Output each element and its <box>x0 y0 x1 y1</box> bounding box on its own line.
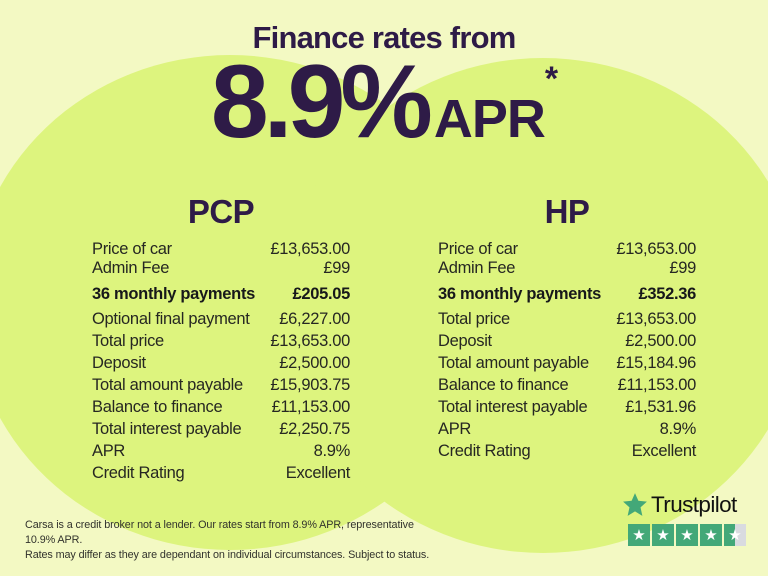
trustpilot-wordmark: Trustpilot <box>651 492 737 517</box>
row-value: £11,153.00 <box>271 398 351 416</box>
finance-row: Total price £13,653.00 <box>438 310 696 328</box>
finance-row: Balance to finance £11,153.00 <box>92 398 350 416</box>
apr-label: APR <box>433 89 546 149</box>
finance-row: Balance to finance £11,153.00 <box>438 376 696 394</box>
headline-rate: 8.9% APR* <box>0 48 768 156</box>
row-value: £11,153.00 <box>617 376 697 394</box>
page-title: Finance rates from <box>252 20 517 55</box>
finance-row: Total interest payable £1,531.96 <box>438 398 696 416</box>
rating-star-icon: ★ <box>700 524 722 546</box>
finance-row: APR 8.9% <box>92 442 350 460</box>
row-value: £1,531.96 <box>625 398 696 416</box>
row-label: Total amount payable <box>438 354 589 372</box>
finance-row: APR 8.9% <box>438 420 696 438</box>
rate-suffix: APR* <box>433 60 558 150</box>
row-value: £6,227.00 <box>279 310 350 328</box>
background-blob-right <box>283 58 768 553</box>
row-label: APR <box>92 442 126 460</box>
row-value: Excellent <box>631 442 697 460</box>
finance-row: Credit Rating Excellent <box>438 442 696 460</box>
row-value: £13,653.00 <box>270 332 350 350</box>
asterisk: * <box>544 60 558 98</box>
finance-row: Total amount payable £15,184.96 <box>438 354 696 372</box>
finance-column-hp: HP Price of car £13,653.00 Admin Fee £99 36 … <box>438 193 696 461</box>
trustpilot-star-icon <box>623 493 647 516</box>
row-label: Credit Rating <box>438 442 531 460</box>
finance-row: Deposit £2,500.00 <box>92 354 350 372</box>
finance-row: Admin Fee £99 <box>92 259 350 277</box>
finance-row: Total interest payable £2,250.75 <box>92 420 350 438</box>
row-value: £205.05 <box>292 285 350 303</box>
row-value: £352.36 <box>638 285 696 303</box>
row-label: 36 monthly payments <box>92 285 256 303</box>
star-glyph: ★ <box>656 526 670 544</box>
row-value: £13,653.00 <box>616 310 696 328</box>
star-glyph: ★ <box>680 526 694 544</box>
row-label: Total interest payable <box>438 398 588 416</box>
finance-row: Deposit £2,500.00 <box>438 332 696 350</box>
row-label: Balance to finance <box>438 376 569 394</box>
row-label: Total price <box>92 332 164 350</box>
finance-row: Admin Fee £99 <box>438 259 696 277</box>
row-value: £15,184.96 <box>616 354 696 372</box>
finance-row: 36 monthly payments £352.36 <box>438 285 696 303</box>
finance-row: Total amount payable £15,903.75 <box>92 376 350 394</box>
row-label: Credit Rating <box>92 464 185 482</box>
finance-table-pcp: Price of car £13,653.00 Admin Fee £99 36 mon… <box>92 240 350 482</box>
row-label: Admin Fee <box>92 259 170 277</box>
row-value: £13,653.00 <box>616 240 696 258</box>
row-label: Total amount payable <box>92 376 243 394</box>
rating-star-icon: ★ <box>652 524 674 546</box>
rating-star-icon: ★ <box>676 524 698 546</box>
row-label: Price of car <box>92 240 172 258</box>
row-value: £15,903.75 <box>270 376 350 394</box>
finance-row: Total price £13,653.00 <box>92 332 350 350</box>
row-value: £13,653.00 <box>270 240 350 258</box>
star-glyph: ★ <box>704 526 718 544</box>
legal-disclaimer: Carsa is a credit broker not a lender. O… <box>25 518 433 563</box>
row-label: Deposit <box>438 332 492 350</box>
row-label: APR <box>438 420 472 438</box>
disclaimer-line-2: Rates may differ as they are dependant o… <box>25 549 430 561</box>
star-glyph: ★ <box>728 526 742 544</box>
row-label: Total interest payable <box>92 420 242 438</box>
row-label: Balance to finance <box>92 398 223 416</box>
row-value: £2,500.00 <box>279 354 350 372</box>
finance-row: 36 monthly payments £205.05 <box>92 285 350 303</box>
finance-table-hp: Price of car £13,653.00 Admin Fee £99 36 mon… <box>438 240 696 460</box>
row-label: Price of car <box>438 240 518 258</box>
row-label: 36 monthly payments <box>438 285 602 303</box>
column-title-hp: HP <box>544 193 590 230</box>
rating-star-icon: ★ <box>628 524 650 546</box>
finance-row: Price of car £13,653.00 <box>438 240 696 258</box>
row-value: £2,250.75 <box>279 420 350 438</box>
row-label: Total price <box>438 310 510 328</box>
trustpilot-rating-stars: ★ ★ ★ ★ ★ <box>622 524 746 546</box>
row-value: £2,500.00 <box>625 332 696 350</box>
row-value: 8.9% <box>313 442 351 460</box>
finance-row: Credit Rating Excellent <box>92 464 350 482</box>
column-title-pcp: PCP <box>187 193 255 230</box>
row-label: Deposit <box>92 354 146 372</box>
rating-star-icon: ★ <box>724 524 746 546</box>
rate-value: 8.9% <box>210 44 433 160</box>
row-value: £99 <box>669 259 696 277</box>
finance-row: Optional final payment £6,227.00 <box>92 310 350 328</box>
trustpilot-logo-row: Trustpilot <box>622 492 746 518</box>
finance-column-pcp: PCP Price of car £13,653.00 Admin Fee £99 36… <box>92 193 350 483</box>
row-value: 8.9% <box>659 420 697 438</box>
star-glyph: ★ <box>632 526 646 544</box>
finance-row: Price of car £13,653.00 <box>92 240 350 258</box>
row-value: Excellent <box>285 464 351 482</box>
disclaimer-line-1: Carsa is a credit broker not a lender. O… <box>25 519 414 546</box>
row-label: Optional final payment <box>92 310 250 328</box>
row-label: Admin Fee <box>438 259 516 277</box>
trustpilot-badge: Trustpilot ★ ★ ★ ★ ★ <box>622 492 746 546</box>
row-value: £99 <box>323 259 350 277</box>
